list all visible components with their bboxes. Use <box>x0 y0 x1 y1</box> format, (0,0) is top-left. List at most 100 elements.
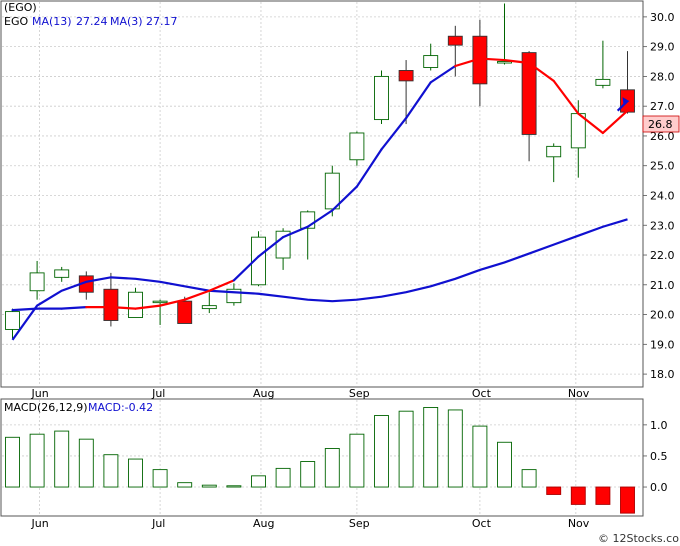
candle-body <box>103 288 119 321</box>
candle-body <box>324 172 340 210</box>
macd-label: MACD(26,12,9) <box>4 401 88 414</box>
candle <box>29 260 45 300</box>
candle <box>152 299 168 325</box>
macd-bars <box>5 407 635 514</box>
ma3-segment <box>527 61 555 82</box>
ma3-segment <box>282 225 309 239</box>
x-tick-label: Jul <box>151 387 165 400</box>
candle-body <box>447 35 463 46</box>
candle-body <box>5 311 20 330</box>
ma13-line <box>11 218 628 341</box>
price-tick-label: 29.0 <box>650 41 675 54</box>
ma3-segment <box>208 279 235 292</box>
ma3-segment <box>454 57 481 68</box>
candle <box>275 228 291 270</box>
candle-body <box>423 55 439 68</box>
candle-body <box>349 132 365 161</box>
macd-bar <box>226 485 242 488</box>
ma13-label: MA(13) <box>32 15 72 28</box>
macd-bar <box>29 433 45 488</box>
x-tick-label: Jul <box>151 517 165 530</box>
candle <box>423 43 439 71</box>
macd-bar <box>54 430 70 488</box>
macd-bar <box>472 425 488 488</box>
macd-tick-label: 0.0 <box>650 481 668 494</box>
chart-title: (EGO) <box>4 1 37 14</box>
candle <box>595 40 611 89</box>
candle-body <box>595 78 611 86</box>
ma3-value: 27.17 <box>146 15 178 28</box>
ma3-segment <box>405 81 432 120</box>
ma3-segment <box>183 289 211 301</box>
macd-tick-label: 0.5 <box>650 450 668 463</box>
x-tick-label: Sep <box>349 517 370 530</box>
macd-axis: 1.0 0.5 0.0 <box>643 419 668 494</box>
candle-body <box>128 291 143 318</box>
macd-bar <box>349 433 365 488</box>
macd-bar <box>521 469 537 488</box>
price-tick-label: 30.0 <box>650 11 675 24</box>
price-tick-label: 22.0 <box>650 249 675 262</box>
macd-bar <box>128 458 143 488</box>
ma3-segment <box>134 304 162 310</box>
macd-bar <box>275 467 291 488</box>
macd-bar <box>497 441 512 488</box>
ma3-segment <box>331 185 358 212</box>
x-tick-label: Oct <box>472 387 492 400</box>
ma3-segment <box>60 306 88 310</box>
macd-bar <box>251 475 266 488</box>
price-tick-label: 20.0 <box>650 309 675 322</box>
macd-bar <box>300 461 316 488</box>
ma3-segment <box>11 307 39 312</box>
last-price-box <box>642 115 680 133</box>
ma3-segment <box>429 64 457 84</box>
moving-averages <box>11 57 630 341</box>
macd-panel-frame <box>0 398 644 517</box>
price-panel-frame <box>0 0 644 388</box>
macd-bar <box>5 436 20 488</box>
candle <box>398 60 414 125</box>
macd-bar <box>78 438 94 488</box>
candle <box>103 272 119 327</box>
macd-bar <box>423 407 439 488</box>
x-tick-label: Jun <box>31 387 49 400</box>
candle <box>374 70 389 125</box>
candle-body <box>152 300 168 304</box>
candle <box>54 266 70 282</box>
candle-body <box>521 52 537 135</box>
ma3-segment <box>109 306 137 310</box>
macd-bar <box>447 409 463 488</box>
price-tick-label: 27.0 <box>650 100 675 113</box>
macd-bar <box>546 486 562 495</box>
x-tick-label: Nov <box>568 517 590 530</box>
ma3-segment <box>503 58 531 65</box>
candle <box>349 131 365 166</box>
price-tick-label: 24.0 <box>650 189 675 202</box>
ma3-segment <box>355 148 383 188</box>
candle <box>447 25 463 77</box>
candle-body <box>251 236 266 286</box>
price-axis: 30.0 29.0 28.0 27.0 26.0 25.0 24.0 23.0 22.0 21.0… <box>643 11 675 381</box>
candles <box>5 3 635 339</box>
candle-body <box>275 230 291 259</box>
candle-body <box>177 300 193 324</box>
candle <box>546 143 562 183</box>
candle <box>201 292 217 314</box>
ma13-value: 27.24 <box>76 15 108 28</box>
macd-bar <box>324 448 340 488</box>
ma3-segment <box>552 79 580 115</box>
ma3-segment <box>159 298 186 307</box>
candle <box>497 3 512 65</box>
candle-body <box>54 269 70 278</box>
last-price-value: 26.8 <box>648 118 673 131</box>
candle-body <box>546 145 562 158</box>
candle-body <box>497 61 512 64</box>
price-tick-label: 21.0 <box>650 279 675 292</box>
candle-body <box>29 272 45 292</box>
watermark: © 12Stocks.com <box>598 532 680 545</box>
macd-bar <box>620 486 635 514</box>
candle <box>128 287 143 318</box>
price-tick-label: 23.0 <box>650 219 675 232</box>
ma3-segment <box>577 112 605 135</box>
